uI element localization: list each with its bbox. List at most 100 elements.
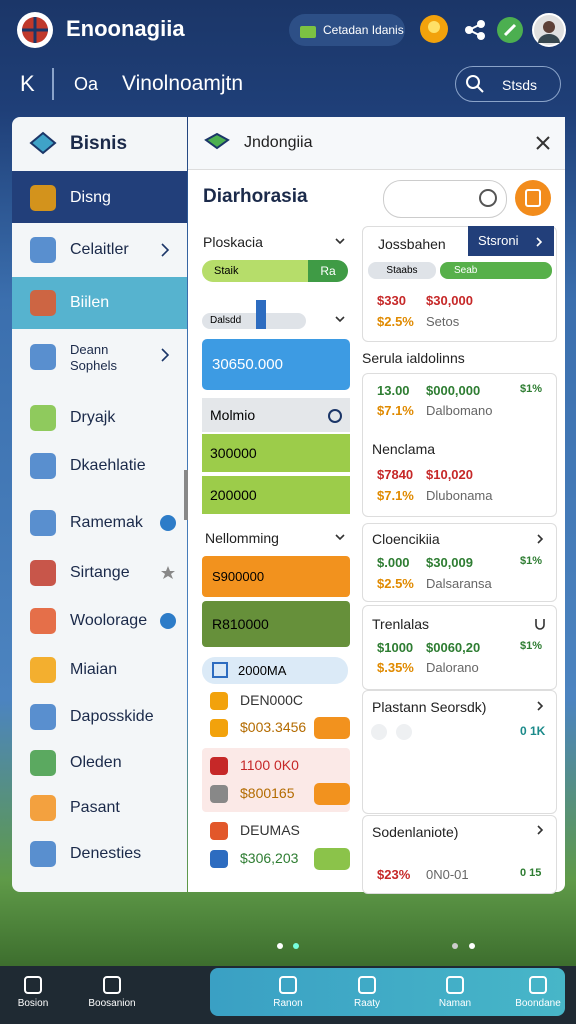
stat-value: $.35% <box>377 660 414 675</box>
sidebar-item[interactable]: Celaitler <box>70 241 129 258</box>
blue-card[interactable]: 30650.000 <box>202 339 350 390</box>
card-title: Jossbahen <box>378 236 446 252</box>
list-value[interactable]: DEUMAS <box>240 822 300 838</box>
olive-card[interactable]: R810000 <box>202 601 350 647</box>
sidebar-item[interactable]: Denesties <box>70 845 142 862</box>
panel-header-title: Jndongiia <box>244 134 313 151</box>
dropdown-label[interactable]: Nellomming <box>205 530 279 546</box>
stat-value: Setos <box>426 314 460 329</box>
sidebar-item[interactable]: Dkaehlatie <box>70 457 146 474</box>
item-icon <box>30 290 56 316</box>
sidebar-item[interactable]: Deann Sophels <box>70 342 117 373</box>
stat-value: $7.1% <box>377 403 414 418</box>
nav-icon[interactable] <box>103 976 121 994</box>
panel-search[interactable] <box>383 180 507 218</box>
item-icon <box>30 750 56 776</box>
stat-value: $.000 <box>377 555 410 570</box>
item-icon <box>30 608 56 634</box>
nav-label[interactable]: Bosion <box>17 998 49 1009</box>
slider-handle[interactable] <box>256 300 266 329</box>
nav-label[interactable]: Ranon <box>273 998 303 1009</box>
card-tab[interactable]: Stsroni <box>468 226 554 256</box>
green-card[interactable]: 200000 <box>202 476 350 514</box>
item-icon <box>30 560 56 586</box>
card-title: Cloencikiia <box>372 531 440 547</box>
share-button[interactable] <box>462 17 488 43</box>
stat-value: $30,000 <box>426 293 473 308</box>
card-title: Trenlalas <box>372 616 430 632</box>
refresh-icon <box>479 189 497 207</box>
list-value[interactable]: DEN000C <box>240 692 304 708</box>
progress-bar: Staik <box>202 260 310 282</box>
nav-icon[interactable] <box>24 976 42 994</box>
stat-value: Dalbomano <box>426 403 493 418</box>
nav-icon[interactable] <box>529 976 547 994</box>
nav-icon[interactable] <box>279 976 297 994</box>
nav-label[interactable]: Raaty <box>353 998 381 1009</box>
orange-card[interactable]: S900000 <box>202 556 350 597</box>
search-box[interactable]: Stsds <box>455 66 561 102</box>
list-value[interactable]: $800165 <box>240 785 295 801</box>
nav-label[interactable]: Boosanion <box>88 998 136 1009</box>
sidebar-item[interactable]: Biilen <box>70 294 110 311</box>
list-value[interactable]: $306,203 <box>240 850 299 866</box>
pill-icon <box>300 26 316 38</box>
green-card[interactable]: 300000 <box>202 434 350 472</box>
stat-value: $2.5% <box>377 314 414 329</box>
stats-card <box>362 605 557 690</box>
app-logo <box>17 12 53 48</box>
row-button[interactable] <box>314 717 350 739</box>
stats-card <box>362 523 557 602</box>
sidebar-item[interactable]: Woolorage <box>70 612 148 629</box>
toolbar-label: Oa <box>74 74 99 94</box>
list-value[interactable]: $003.3456 <box>240 719 307 735</box>
item-icon <box>30 841 56 867</box>
stat-value: $10,020 <box>426 467 473 482</box>
panel-icon <box>204 132 230 150</box>
item-icon <box>30 795 56 821</box>
avatar[interactable] <box>532 13 566 47</box>
sidebar-item[interactable]: Sirtange <box>70 564 130 581</box>
sidebar-item[interactable]: Dryajk <box>70 409 116 426</box>
list-value[interactable]: 1100 0K0 <box>240 757 299 773</box>
stats-card <box>362 373 557 517</box>
dropdown-label[interactable]: Ploskacia <box>203 234 263 250</box>
sidebar-item[interactable]: Miaian <box>70 661 118 678</box>
row-icon <box>210 719 228 737</box>
close-button[interactable] <box>534 134 552 152</box>
slider[interactable]: Dalsdd <box>202 313 306 329</box>
item-icon <box>30 657 56 683</box>
stat-value: $7840 <box>377 467 414 482</box>
stat-value: $1% <box>520 383 543 395</box>
stat-value: Dalorano <box>426 660 479 675</box>
action-button[interactable] <box>514 179 552 217</box>
stats-card <box>362 690 557 814</box>
pill-icon <box>212 662 228 678</box>
nav-icon[interactable] <box>446 976 464 994</box>
row-icon <box>210 850 228 868</box>
item-icon <box>30 453 56 479</box>
bulb-button[interactable] <box>419 14 449 44</box>
row-button[interactable] <box>314 783 350 805</box>
nav-label[interactable]: Boondane <box>515 998 561 1009</box>
sidebar-item[interactable]: Pasant <box>70 799 120 816</box>
bar-button[interactable]: Ra <box>308 260 348 282</box>
back-button[interactable]: K <box>20 71 35 96</box>
search-icon <box>466 75 484 93</box>
stat-value: $330 <box>377 293 406 308</box>
nav-label[interactable]: Naman <box>438 998 472 1009</box>
nav-icon[interactable] <box>358 976 376 994</box>
sidebar-item[interactable]: Ramemak <box>70 514 143 531</box>
edit-button[interactable] <box>496 16 524 44</box>
card-title: Sodenlaniote) <box>372 824 459 840</box>
row-icon <box>210 757 228 775</box>
stats-card <box>362 815 557 894</box>
section-title: Serula ialdolinns <box>362 350 465 366</box>
nav-group <box>210 968 565 1016</box>
sidebar-item[interactable]: Disng <box>70 189 111 206</box>
sidebar-item[interactable]: Daposskide <box>70 708 154 725</box>
item-icon <box>30 510 56 536</box>
stat-value: $23% <box>377 867 411 882</box>
sidebar-item[interactable]: Oleden <box>70 754 122 771</box>
row-button[interactable] <box>314 848 350 870</box>
